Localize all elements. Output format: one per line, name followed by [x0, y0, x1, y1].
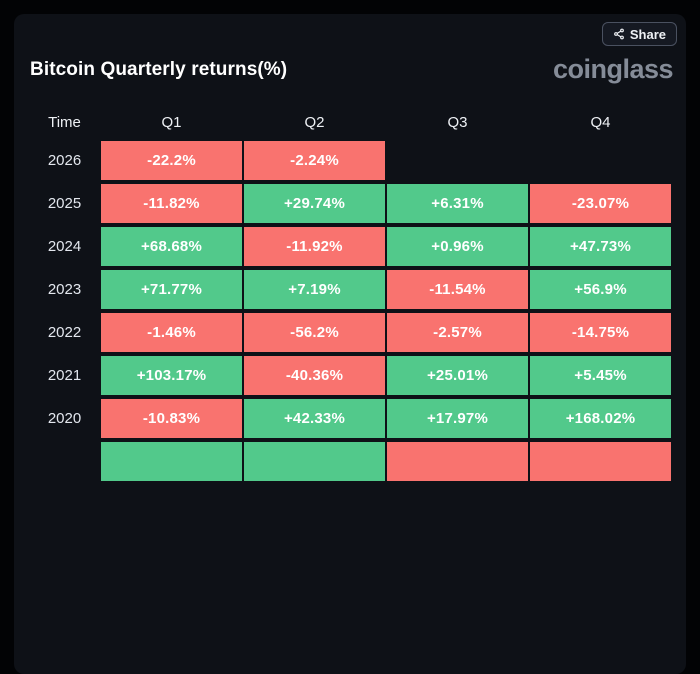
- return-cell: [387, 442, 528, 481]
- return-cell: +56.9%: [530, 270, 671, 309]
- return-cell: +103.17%: [101, 356, 242, 395]
- return-cell: -2.57%: [387, 313, 528, 352]
- return-cell: +7.19%: [244, 270, 385, 309]
- return-cell: -11.54%: [387, 270, 528, 309]
- coinglass-logo: coinglass: [552, 54, 674, 84]
- return-cell: +0.96%: [387, 227, 528, 266]
- return-cell: [530, 442, 671, 481]
- row-year-label: 2024: [47, 238, 82, 255]
- return-cell: +5.45%: [530, 356, 671, 395]
- return-cell: +68.68%: [101, 227, 242, 266]
- return-cell: +71.77%: [101, 270, 242, 309]
- return-cell: +6.31%: [387, 184, 528, 223]
- return-cell: +47.73%: [530, 227, 671, 266]
- card-top-bar: Share: [14, 14, 686, 46]
- row-year-label: 2022: [47, 324, 82, 341]
- row-year-label: 2021: [47, 367, 82, 384]
- share-button-label: Share: [629, 26, 666, 42]
- return-cell: -1.46%: [101, 313, 242, 352]
- return-cell: [101, 442, 242, 481]
- column-header-q1: Q1: [161, 113, 182, 131]
- return-cell: -14.75%: [530, 313, 671, 352]
- return-cell: -56.2%: [244, 313, 385, 352]
- return-cell: -40.36%: [244, 356, 385, 395]
- share-button[interactable]: Share: [601, 22, 677, 46]
- return-cell: -22.2%: [101, 141, 242, 180]
- row-year-label: 2023: [47, 281, 82, 298]
- time-column-header: Time: [48, 113, 81, 131]
- return-cell: [530, 141, 671, 180]
- return-cell: -11.82%: [101, 184, 242, 223]
- return-cell: +17.97%: [387, 399, 528, 438]
- share-icon: [613, 28, 625, 40]
- column-header-q2: Q2: [304, 113, 325, 131]
- row-year-label: [30, 442, 99, 481]
- row-year-label: 2025: [47, 195, 82, 212]
- title-row: Bitcoin Quarterly returns(%) coinglass: [30, 54, 674, 84]
- returns-table: Time Q1 Q2 Q3 Q4 2026 -22.2% -2.24% 2025 -11.82% +…: [30, 107, 686, 481]
- return-cell: -2.24%: [244, 141, 385, 180]
- return-cell: +42.33%: [244, 399, 385, 438]
- return-cell: +168.02%: [530, 399, 671, 438]
- return-cell: -11.92%: [244, 227, 385, 266]
- quarterly-returns-card: Share Bitcoin Quarterly returns(%) coing…: [14, 14, 686, 674]
- return-cell: -23.07%: [530, 184, 671, 223]
- page-title: Bitcoin Quarterly returns(%): [30, 58, 288, 80]
- column-header-q4: Q4: [590, 113, 611, 131]
- column-header-q3: Q3: [447, 113, 468, 131]
- return-cell: -10.83%: [101, 399, 242, 438]
- return-cell: [244, 442, 385, 481]
- return-cell: +29.74%: [244, 184, 385, 223]
- return-cell: [387, 141, 528, 180]
- return-cell: +25.01%: [387, 356, 528, 395]
- row-year-label: 2020: [47, 410, 82, 427]
- row-year-label: 2026: [47, 152, 82, 169]
